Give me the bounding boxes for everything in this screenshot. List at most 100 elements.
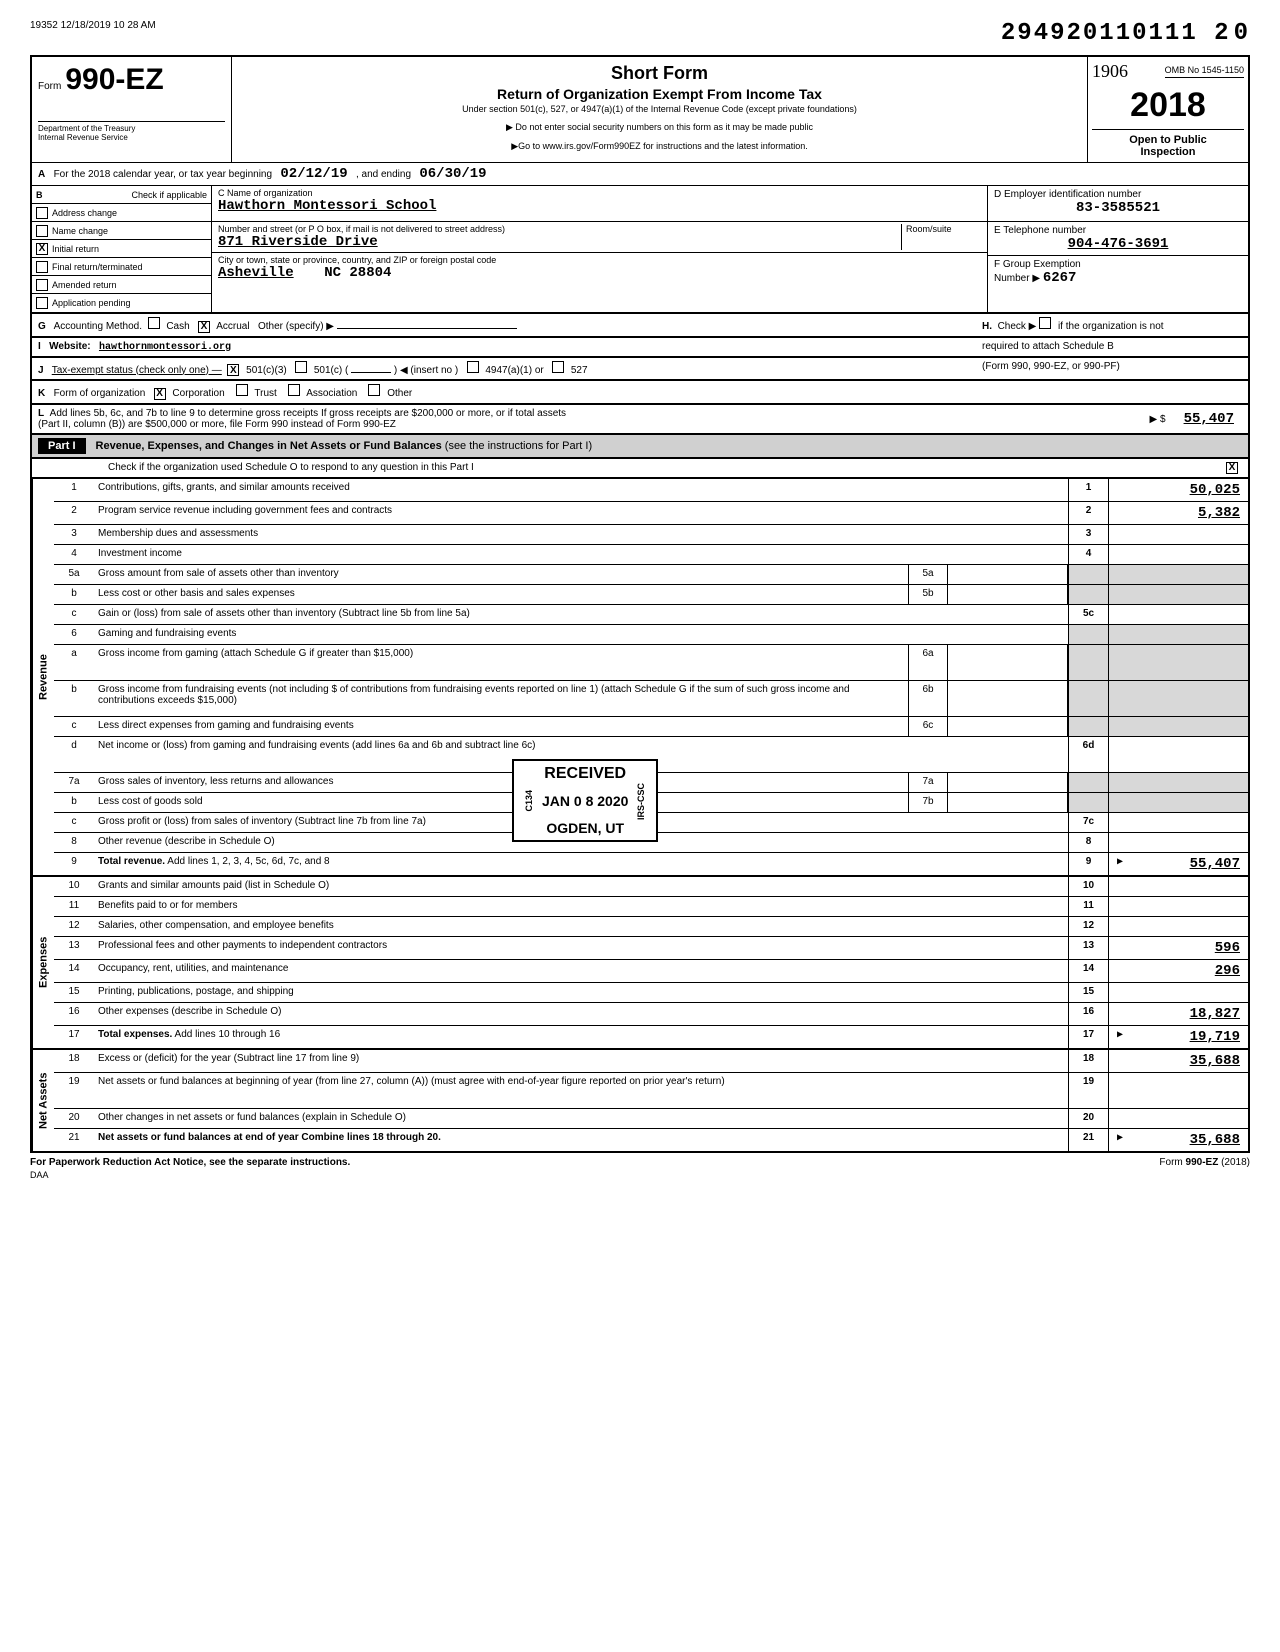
end-line-val	[1108, 717, 1248, 736]
check-corp[interactable]: X	[154, 388, 166, 400]
end-line-val	[1108, 585, 1248, 604]
line-num: 20	[54, 1109, 94, 1128]
end-line-num: 5c	[1068, 605, 1108, 624]
end-line-num	[1068, 585, 1108, 604]
line-num: 2	[54, 502, 94, 524]
end-line-val	[1108, 681, 1248, 716]
mid-line-val	[948, 645, 1068, 680]
end-line-num: 14	[1068, 960, 1108, 982]
end-line-num: 11	[1068, 897, 1108, 916]
end-line-val	[1108, 877, 1248, 896]
end-line-num: 12	[1068, 917, 1108, 936]
check-501c3[interactable]: X	[227, 364, 239, 376]
mid-line-num: 5b	[908, 585, 948, 604]
gross-receipts: 55,407	[1176, 408, 1242, 430]
line-desc: Total revenue. Add lines 1, 2, 3, 4, 5c,…	[94, 853, 1068, 875]
end-line-num	[1068, 681, 1108, 716]
line-num: 3	[54, 525, 94, 544]
check-initial-return[interactable]: X	[36, 243, 48, 255]
line-num: 14	[54, 960, 94, 982]
end-line-val	[1108, 917, 1248, 936]
check-sched-b[interactable]	[1039, 317, 1051, 329]
end-line-num: 10	[1068, 877, 1108, 896]
mid-line-num: 5a	[908, 565, 948, 584]
check-name-change[interactable]	[36, 225, 48, 237]
line-num: 5a	[54, 565, 94, 584]
line-desc: Occupancy, rent, utilities, and maintena…	[94, 960, 1068, 982]
line-desc: Other expenses (describe in Schedule O)	[94, 1003, 1068, 1025]
end-line-val	[1108, 565, 1248, 584]
end-line-num: 1	[1068, 479, 1108, 501]
handwritten-num: 1906	[1092, 61, 1128, 82]
check-trust[interactable]	[236, 384, 248, 396]
mid-line-num: 6a	[908, 645, 948, 680]
mid-line-val	[948, 565, 1068, 584]
end-line-val: 50,025	[1108, 479, 1248, 501]
line-desc: Printing, publications, postage, and shi…	[94, 983, 1068, 1002]
line-num: 11	[54, 897, 94, 916]
check-final-return[interactable]	[36, 261, 48, 273]
check-other-org[interactable]	[368, 384, 380, 396]
line-num: 19	[54, 1073, 94, 1108]
mid-line-val	[948, 585, 1068, 604]
line-desc: Benefits paid to or for members	[94, 897, 1068, 916]
line-desc: Less direct expenses from gaming and fun…	[94, 717, 908, 736]
line-desc: Excess or (deficit) for the year (Subtra…	[94, 1050, 1068, 1072]
line-num: 21	[54, 1129, 94, 1151]
omb-number: OMB No 1545-1150	[1165, 65, 1244, 78]
line-desc: Program service revenue including govern…	[94, 502, 1068, 524]
mid-line-num: 6b	[908, 681, 948, 716]
end-line-val: 596	[1108, 937, 1248, 959]
sched-b-line2: required to attach Schedule B	[982, 341, 1242, 353]
end-line-val	[1108, 773, 1248, 792]
check-sched-o[interactable]: X	[1226, 462, 1238, 474]
ein: 83-3585521	[994, 200, 1242, 216]
end-line-num: 17	[1068, 1026, 1108, 1048]
end-line-num: 20	[1068, 1109, 1108, 1128]
check-501c[interactable]	[295, 361, 307, 373]
check-amended[interactable]	[36, 279, 48, 291]
end-line-num	[1068, 773, 1108, 792]
part-1-header: Part I Revenue, Expenses, and Changes in…	[30, 435, 1250, 459]
end-line-num: 7c	[1068, 813, 1108, 832]
line-num: 15	[54, 983, 94, 1002]
line-num: b	[54, 681, 94, 716]
check-527[interactable]	[552, 361, 564, 373]
check-application-pending[interactable]	[36, 297, 48, 309]
title-sub: Return of Organization Exempt From Incom…	[242, 86, 1077, 102]
check-address-change[interactable]	[36, 207, 48, 219]
end-line-val	[1108, 833, 1248, 852]
tax-year-begin: 02/12/19	[280, 166, 347, 182]
end-line-val	[1108, 983, 1248, 1002]
end-line-val	[1108, 813, 1248, 832]
end-line-num: 18	[1068, 1050, 1108, 1072]
line-num: 12	[54, 917, 94, 936]
end-line-num: 13	[1068, 937, 1108, 959]
line-num: 16	[54, 1003, 94, 1025]
tax-year-end: 06/30/19	[419, 166, 486, 182]
end-line-val	[1108, 1109, 1248, 1128]
check-4947[interactable]	[467, 361, 479, 373]
state-zip: NC 28804	[324, 265, 391, 281]
end-line-val: ▶ 19,719	[1108, 1026, 1248, 1048]
check-assoc[interactable]	[288, 384, 300, 396]
form-number: 990-EZ	[65, 63, 163, 97]
check-cash[interactable]	[148, 317, 160, 329]
end-line-num: 16	[1068, 1003, 1108, 1025]
line-desc: Gain or (loss) from sale of assets other…	[94, 605, 1068, 624]
open-public-2: Inspection	[1092, 146, 1244, 158]
end-line-val: ▶ 55,407	[1108, 853, 1248, 875]
end-line-val	[1108, 605, 1248, 624]
line-num: 6	[54, 625, 94, 644]
end-line-val	[1108, 625, 1248, 644]
line-num: 17	[54, 1026, 94, 1048]
open-public-1: Open to Public	[1092, 134, 1244, 146]
mid-line-num: 6c	[908, 717, 948, 736]
end-line-num: 19	[1068, 1073, 1108, 1108]
footer-left: For Paperwork Reduction Act Notice, see …	[30, 1157, 350, 1168]
check-accrual[interactable]: X	[198, 321, 210, 333]
line-num: 7a	[54, 773, 94, 792]
line-a: A For the 2018 calendar year, or tax yea…	[30, 162, 1250, 186]
end-line-num: 6d	[1068, 737, 1108, 772]
line-desc: Gross sales of inventory, less returns a…	[94, 773, 908, 792]
